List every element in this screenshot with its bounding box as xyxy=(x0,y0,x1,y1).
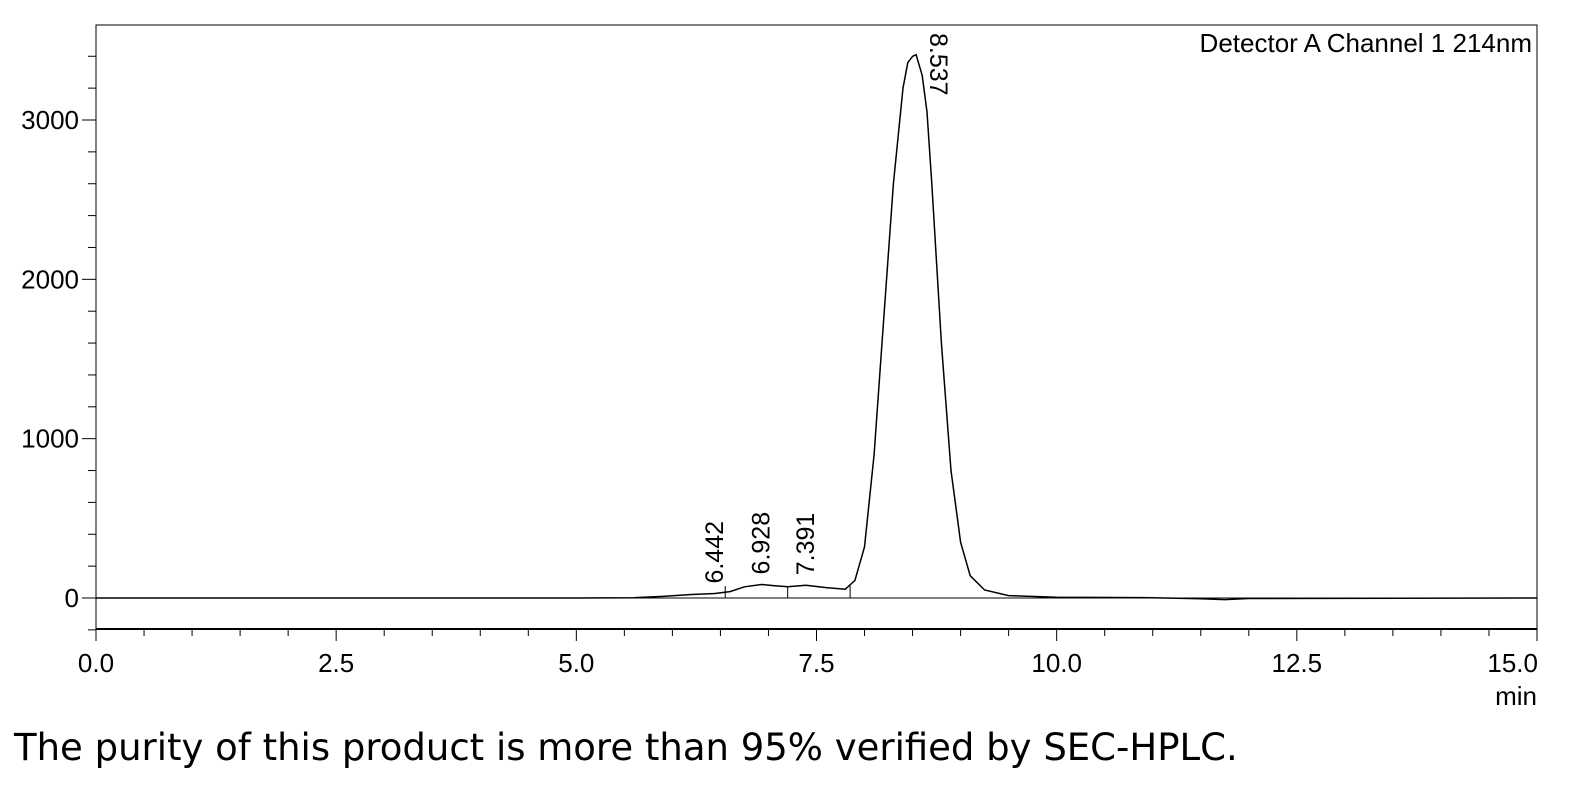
chromatogram-trace xyxy=(96,53,1538,601)
peak-labels: 6.442 6.928 7.391 8.537 xyxy=(701,33,952,584)
peak-label: 6.928 xyxy=(748,512,776,575)
peak-label: 8.537 xyxy=(924,33,952,96)
x-unit-label: min xyxy=(1495,681,1537,711)
y-tick-label: 2000 xyxy=(21,264,79,294)
y-tick-label: 1000 xyxy=(21,424,79,454)
x-tick-label: 0.0 xyxy=(78,648,114,678)
x-tick-label: 2.5 xyxy=(318,648,354,678)
integration-marks xyxy=(724,586,851,598)
x-tick-label: 5.0 xyxy=(558,648,594,678)
y-tick-label: 0 xyxy=(65,583,79,613)
x-tick-label: 15.0 xyxy=(1487,648,1538,678)
peak-label: 7.391 xyxy=(792,513,820,576)
x-axis-ticks: 0.0 2.5 5.0 7.5 10.0 12.5 15.0 xyxy=(78,629,1538,678)
x-tick-label: 7.5 xyxy=(798,648,834,678)
y-tick-label: 3000 xyxy=(21,105,79,135)
purity-caption: The purity of this product is more than … xyxy=(14,726,1238,769)
y-axis-ticks: 0 1000 2000 3000 xyxy=(21,55,96,631)
x-tick-label: 12.5 xyxy=(1272,648,1323,678)
detector-label: Detector A Channel 1 214nm xyxy=(1200,28,1532,58)
x-tick-label: 10.0 xyxy=(1031,648,1082,678)
chromatogram-chart: 0.0 2.5 5.0 7.5 10.0 12.5 15.0 0 1000 2000 3000 6… xyxy=(21,24,1538,711)
peak-label: 6.442 xyxy=(701,521,729,584)
